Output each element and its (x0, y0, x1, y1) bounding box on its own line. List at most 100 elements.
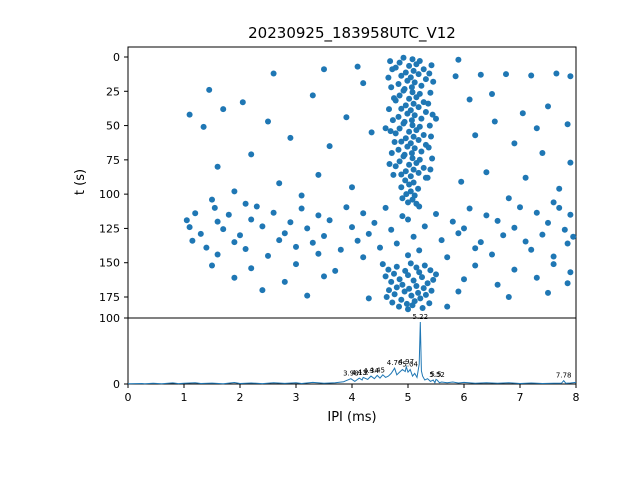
tick-label: 25 (106, 85, 120, 98)
x-ticks: 0 1 2 3 4 5 6 7 8 (125, 384, 580, 404)
scatter-point (564, 240, 571, 247)
scatter-point (420, 164, 427, 171)
scatter-point (433, 271, 439, 278)
tick-label: 7 (517, 391, 524, 404)
scatter-point (400, 153, 407, 160)
scatter-point (545, 289, 551, 296)
scatter-point (494, 217, 501, 224)
scatter-point (466, 205, 473, 212)
x-axis-label: IPI (ms) (327, 410, 376, 425)
scatter-point (409, 56, 416, 63)
scatter-point (253, 203, 260, 210)
scatter-point (413, 160, 420, 166)
scatter-point (400, 87, 407, 94)
scatter-point (406, 95, 413, 102)
scatter-point (461, 225, 467, 232)
scatter-point (203, 244, 210, 251)
scatter-point (533, 209, 540, 216)
scatter-point (183, 217, 190, 224)
peak-annotation: 4.45 (369, 366, 385, 374)
scatter-point (349, 224, 355, 231)
scatter-point (410, 233, 417, 240)
tick-label: 5 (405, 391, 412, 404)
scatter-point (415, 289, 422, 296)
scatter-point (489, 91, 495, 97)
scatter-point (425, 100, 432, 107)
scatter-point (404, 143, 411, 150)
scatter-point (458, 178, 465, 185)
scatter-point (192, 210, 199, 217)
scatter-point (396, 158, 403, 165)
chart-title: 20230925_183958UTC_V12 (248, 24, 456, 43)
scatter-point (567, 73, 574, 80)
scatter-point (528, 246, 535, 253)
scatter-point (426, 300, 433, 307)
scatter-point (365, 295, 372, 302)
scatter-point (379, 261, 386, 268)
scatter-point (517, 204, 523, 211)
scatter-point (564, 280, 571, 287)
scatter-point (567, 269, 574, 276)
scatter-point (400, 120, 407, 127)
scatter-point (225, 211, 232, 218)
scatter-point (402, 177, 409, 184)
scatter-point (389, 299, 396, 306)
scatter-point (413, 283, 420, 289)
scatter-point (388, 226, 395, 233)
scatter-point (422, 291, 429, 298)
scatter-point (420, 132, 427, 138)
scatter-point (505, 195, 512, 202)
scatter-point (410, 179, 417, 186)
scatter-point (426, 122, 433, 129)
scatter-point (276, 237, 283, 244)
scatter-point (420, 285, 427, 292)
scatter-point (413, 94, 420, 101)
scatter-point (237, 232, 243, 239)
scatter-point (428, 287, 435, 294)
scatter-point (411, 112, 418, 119)
scatter-point (349, 184, 355, 191)
scatter-point (417, 295, 424, 302)
scatter-point (556, 204, 563, 211)
scatter-point (489, 251, 495, 258)
scatter-point (186, 224, 193, 231)
scatter-point (472, 262, 479, 269)
scatter-point (410, 67, 417, 74)
tick-label: 75 (106, 154, 120, 167)
scatter-point (416, 203, 423, 210)
scatter-point (567, 211, 574, 218)
scatter-points (183, 54, 577, 313)
scatter-point (425, 144, 432, 151)
scatter-point (387, 58, 394, 65)
scatter-point (398, 171, 405, 178)
scatter-point (315, 212, 322, 219)
tick-label: 125 (99, 222, 120, 235)
scatter-point (326, 143, 333, 150)
scatter-point (265, 118, 271, 125)
scatter-point (189, 237, 196, 244)
scatter-point (409, 155, 416, 162)
scatter-point (206, 86, 213, 93)
scatter-point (406, 181, 413, 188)
scatter-point (550, 253, 557, 260)
scatter-point (404, 77, 411, 84)
scatter-point (396, 303, 402, 310)
scatter-point (424, 174, 431, 181)
scatter-point (409, 122, 416, 129)
scatter-point (396, 92, 403, 99)
scatter-point (388, 84, 395, 91)
scatter-point (392, 163, 399, 170)
scatter-point (511, 140, 518, 147)
scatter-point (433, 211, 439, 217)
tick-label: 100 (99, 188, 120, 201)
scatter-point (553, 70, 560, 77)
scatter-point (391, 95, 397, 102)
scatter-point (410, 133, 417, 140)
scatter-point (407, 173, 414, 180)
scatter-point (444, 254, 451, 261)
scatter-point (422, 76, 429, 83)
scatter-point (407, 260, 414, 267)
scatter-point (304, 292, 311, 299)
tick-label: 1 (181, 391, 188, 404)
